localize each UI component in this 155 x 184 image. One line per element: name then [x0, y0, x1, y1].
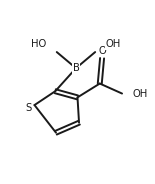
Text: B: B	[73, 63, 79, 73]
Text: O: O	[98, 45, 106, 56]
Text: OH: OH	[106, 39, 121, 49]
Text: OH: OH	[133, 89, 148, 99]
Text: HO: HO	[31, 39, 46, 49]
Text: S: S	[25, 103, 31, 113]
